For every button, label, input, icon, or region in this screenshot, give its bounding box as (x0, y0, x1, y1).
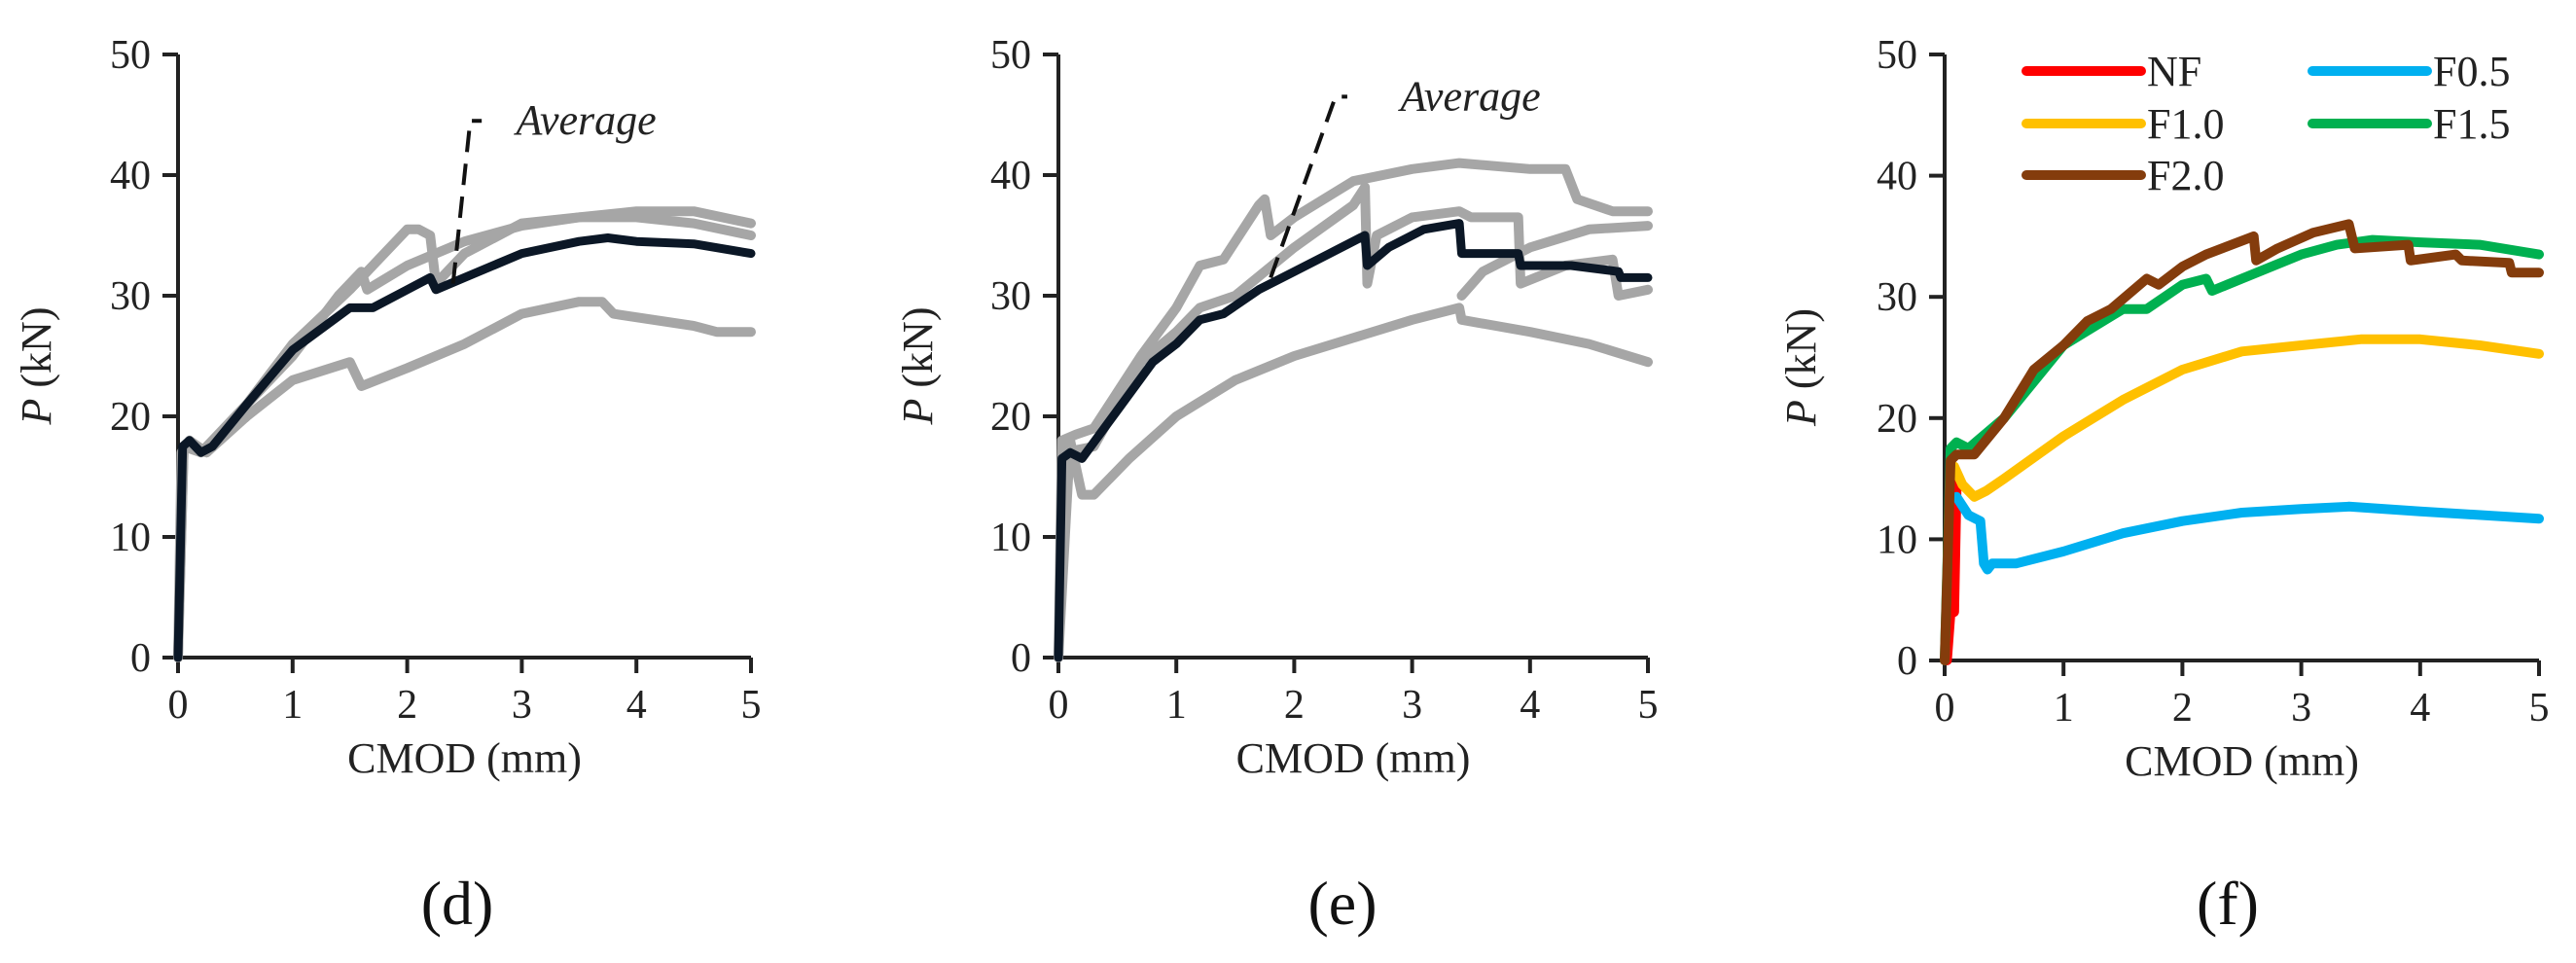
x-tick-label: 5 (2529, 686, 2550, 731)
x-axis-label: CMOD (mm) (2125, 737, 2359, 785)
y-tick-label: 50 (1877, 33, 1917, 78)
x-tick-label: 4 (1520, 683, 1540, 728)
y-tick-label: 20 (110, 395, 151, 440)
y-tick-label: 10 (990, 516, 1031, 560)
legend-label: F1.5 (2433, 100, 2510, 148)
legend-item: F1.5 (2308, 100, 2510, 148)
y-axis-label-variable: P (13, 399, 60, 426)
x-tick-label: 1 (282, 683, 303, 728)
y-axis-label-variable: P (1777, 400, 1825, 427)
y-tick-label: 50 (110, 33, 151, 78)
x-tick-label: 0 (1049, 683, 1069, 728)
legend-item: F1.0 (2021, 100, 2224, 148)
y-axis-label: P (kN) (13, 307, 60, 426)
x-tick-label: 1 (2054, 686, 2074, 731)
series-line-average (173, 233, 756, 662)
y-axis-label-unit: (kN) (894, 307, 942, 399)
legend-item: F2.0 (2021, 152, 2224, 199)
y-tick-label: 0 (1897, 639, 1917, 684)
series-line-specimen-3 (173, 297, 756, 662)
chart-panel-d: 0 10 20 30 40 50 0 1 2 3 4 5 CMOD (mm) P (kN) Average (… (13, 33, 762, 938)
y-axis-label-unit: (kN) (1777, 308, 1825, 400)
y-tick-label: 0 (1011, 636, 1031, 681)
x-axis-label: CMOD (mm) (1236, 734, 1471, 782)
chart-panel-f: 0 10 20 30 40 50 0 1 2 3 4 5 CMOD (mm) P (kN) NF F0.5 F1… (1777, 33, 2550, 938)
x-tick-label: 1 (1166, 683, 1187, 728)
y-tick-label: 40 (1877, 155, 1917, 199)
y-tick-label: 30 (990, 274, 1031, 319)
y-tick-label: 50 (990, 33, 1031, 78)
y-axis-label: P (kN) (1777, 308, 1825, 427)
annotation-leader (1269, 94, 1347, 279)
y-tick-label: 10 (1877, 517, 1917, 562)
legend-label: F2.0 (2147, 152, 2224, 199)
series-line-specimen-2 (1054, 182, 1653, 662)
x-tick-label: 3 (512, 683, 532, 728)
x-tick-label: 3 (1402, 683, 1422, 728)
x-tick-label: 0 (168, 683, 189, 728)
legend-item: NF (2021, 48, 2201, 95)
y-tick-label: 20 (990, 395, 1031, 440)
y-tick-label: 20 (1877, 397, 1917, 442)
y-tick-label: 30 (1877, 275, 1917, 320)
series-line-specimen-4 (1456, 221, 1653, 301)
legend-item: F0.5 (2308, 48, 2510, 95)
x-tick-label: 0 (1935, 686, 1955, 731)
y-tick-label: 0 (130, 636, 151, 681)
series-line-specimen-1 (1054, 158, 1653, 662)
x-tick-label: 5 (741, 683, 762, 728)
legend-label: NF (2147, 48, 2201, 95)
y-axis-label-unit: (kN) (13, 307, 60, 399)
legend-label: F1.0 (2147, 100, 2224, 148)
x-tick-label: 3 (2291, 686, 2311, 731)
series-line-specimen-2 (173, 212, 756, 662)
legend-label: F0.5 (2433, 48, 2510, 95)
series-line-specimen-3 (1054, 303, 1653, 662)
x-tick-label: 4 (626, 683, 647, 728)
x-tick-label: 5 (1638, 683, 1659, 728)
x-tick-label: 2 (1284, 683, 1305, 728)
series-line-f1-0 (1949, 334, 2544, 502)
x-tick-label: 4 (2410, 686, 2430, 731)
y-tick-label: 40 (110, 154, 151, 198)
series-line-f1-5 (1940, 234, 2544, 665)
x-tick-label: 2 (397, 683, 417, 728)
y-tick-label: 30 (110, 274, 151, 319)
annotation-label: Average (514, 96, 657, 144)
panel-label: (e) (1307, 869, 1377, 938)
series-line-average (1054, 219, 1653, 662)
annotation-leader (450, 119, 483, 284)
series-line-f2-0 (1940, 219, 2544, 665)
y-axis-label-variable: P (894, 399, 942, 426)
annotation-label: Average (1397, 72, 1540, 120)
panel-label: (d) (421, 869, 494, 938)
y-tick-label: 10 (110, 516, 151, 560)
series-line-f0-5 (1951, 491, 2544, 575)
panel-label: (f) (2197, 869, 2259, 938)
y-axis-label: P (kN) (894, 307, 942, 426)
chart-panel-e: 0 10 20 30 40 50 0 1 2 3 4 5 CMOD (mm) P (kN) Average (… (894, 33, 1659, 938)
x-axis-label: CMOD (mm) (347, 734, 582, 782)
x-tick-label: 2 (2172, 686, 2193, 731)
y-tick-label: 40 (990, 154, 1031, 198)
